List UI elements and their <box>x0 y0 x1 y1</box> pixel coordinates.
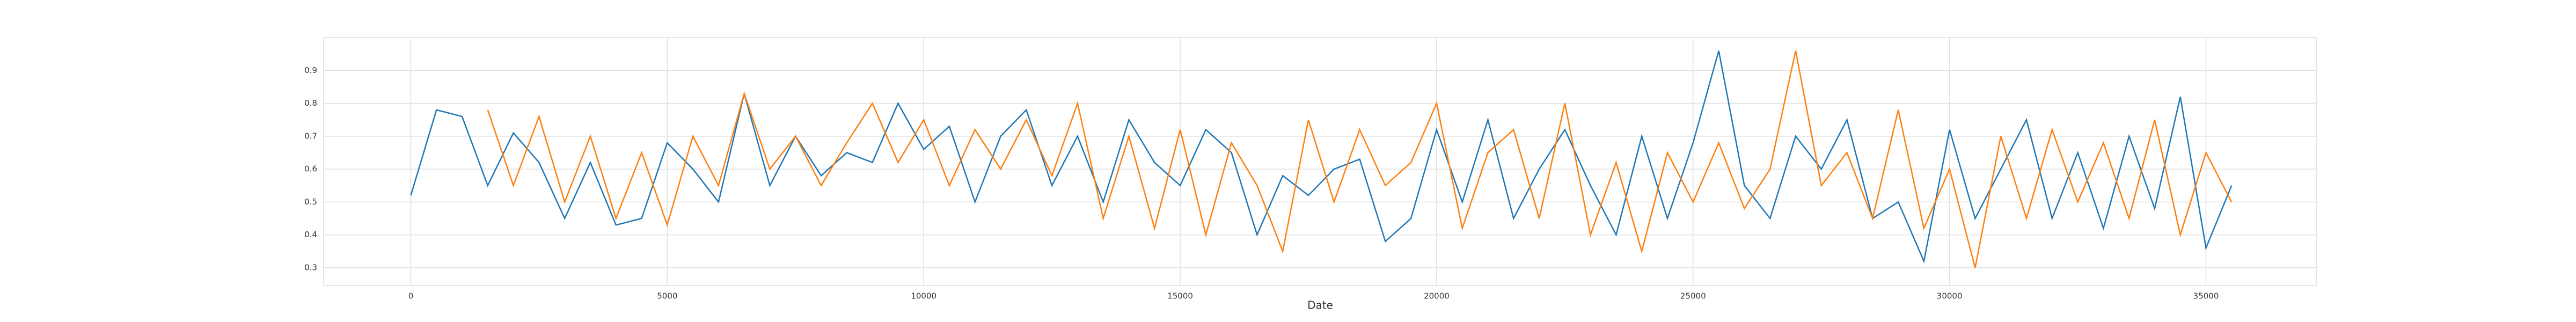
x-tick-label: 35000 <box>2193 291 2219 301</box>
x-tick-label: 30000 <box>1937 291 1963 301</box>
y-tick-label: 0.7 <box>304 131 317 141</box>
x-axis-label: Date <box>1307 299 1333 312</box>
y-tick-label: 0.3 <box>304 262 317 272</box>
x-tick-label: 25000 <box>1680 291 1706 301</box>
x-tick-label: 15000 <box>1167 291 1193 301</box>
line-series <box>487 50 2233 268</box>
plot-frame <box>323 37 2317 286</box>
y-tick-label: 0.5 <box>304 197 317 207</box>
y-tick-label: 0.6 <box>304 164 317 174</box>
x-tick-label: 20000 <box>1424 291 1450 301</box>
x-tick-label: 10000 <box>911 291 936 301</box>
y-tick-label: 0.9 <box>304 65 317 75</box>
x-tick-label: 0 <box>408 291 414 301</box>
y-tick-label: 0.4 <box>304 230 317 239</box>
x-tick-label: 5000 <box>657 291 677 301</box>
y-tick-label: 0.8 <box>304 98 317 108</box>
line-series <box>410 50 2233 264</box>
